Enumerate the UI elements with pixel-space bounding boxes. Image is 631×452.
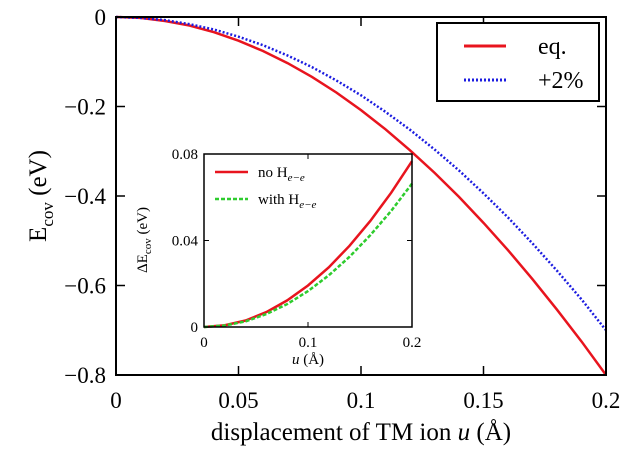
inset-y-tick-label: 0 (191, 320, 199, 336)
main-legend: eq. +2% (436, 22, 600, 102)
y-tick-label: −0.4 (64, 184, 106, 209)
main-legend-box (436, 22, 600, 102)
inset-x-tick-label: 0.1 (299, 335, 318, 351)
y-tick-label: −0.2 (64, 95, 106, 120)
inset-y-axis-label: ΔEcov (eV) (135, 207, 154, 273)
x-tick-label: 0 (110, 388, 122, 413)
inset-y-tick-label: 0.08 (172, 147, 198, 163)
series-line-2 (115, 15, 607, 332)
inset-series-line-with-h-e-e (203, 182, 413, 329)
inset-background (204, 154, 412, 327)
inset-legend-label-with-hee: with He−e (258, 192, 317, 211)
x-tick-label: 0.2 (592, 388, 621, 413)
inset-x-axis-label: u (Å) (292, 352, 324, 368)
legend-label-eq: eq. (538, 34, 567, 60)
inset-x-tick-label: 0.2 (403, 335, 422, 351)
inset-y-tick-label: 0.04 (172, 234, 199, 250)
legend-label-plus2: +2% (538, 68, 584, 94)
inset-series-line-no-h-e-e (203, 160, 414, 329)
y-tick-label: −0.8 (64, 363, 106, 388)
x-tick-label: 0.15 (463, 388, 503, 413)
y-tick-label: 0 (95, 5, 107, 30)
x-tick-label: 0.1 (347, 388, 376, 413)
x-tick-label: 0.05 (218, 388, 258, 413)
x-axis-label: displacement of TM ion u (Å) (211, 419, 511, 446)
inset-legend-label-no-hee: no He−e (258, 165, 305, 184)
series-line-eq (115, 15, 608, 376)
y-tick-label: −0.6 (64, 274, 106, 299)
inset-chart: 0 0.1 0.2 0 0.04 0.08 u (Å) ΔEcov (eV) no He−… (135, 147, 421, 368)
inset-x-tick-label: 0 (200, 335, 208, 351)
y-axis-label: Ecov (eV) (25, 150, 57, 242)
